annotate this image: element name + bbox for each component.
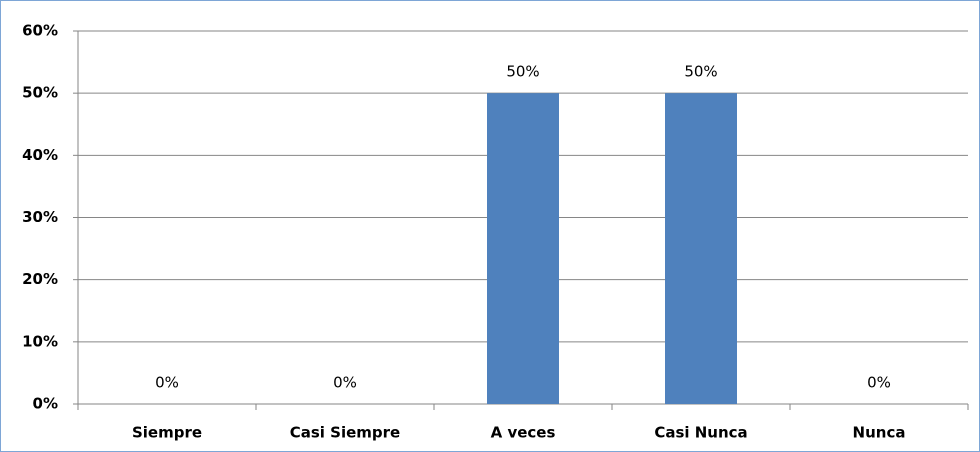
y-tick-label: 40% — [22, 146, 58, 164]
x-tick-label: Siempre — [132, 424, 202, 442]
x-tick-label: Casi Nunca — [654, 424, 747, 442]
value-label: 50% — [684, 63, 717, 81]
y-tick-label: 10% — [22, 332, 58, 350]
bar — [487, 93, 559, 405]
bar — [665, 93, 737, 405]
value-label: 50% — [506, 63, 539, 81]
y-tick-label: 50% — [22, 84, 58, 102]
x-tick-label: Nunca — [853, 424, 906, 442]
y-tick-label: 60% — [22, 22, 58, 40]
x-tick-label: Casi Siempre — [290, 424, 400, 442]
value-label: 0% — [867, 374, 891, 392]
value-label: 0% — [155, 374, 179, 392]
y-tick-label: 20% — [22, 270, 58, 288]
y-tick-label: 30% — [22, 208, 58, 226]
y-tick-label: 0% — [33, 395, 58, 413]
value-label: 0% — [333, 374, 357, 392]
x-tick-label: A veces — [491, 424, 556, 442]
